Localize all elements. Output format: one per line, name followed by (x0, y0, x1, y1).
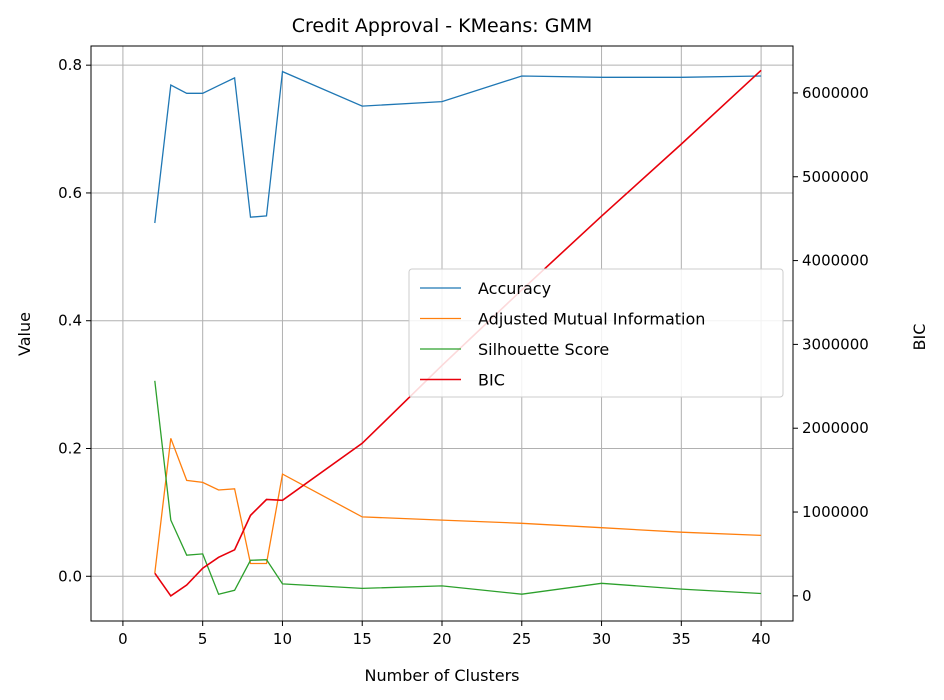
x-tick-label: 20 (432, 630, 451, 648)
y-tick-label: 0.0 (58, 567, 82, 585)
y2-tick-label: 6000000 (802, 84, 869, 102)
y-tick-label: 0.4 (58, 312, 82, 330)
legend-label-accuracy: Accuracy (478, 279, 551, 298)
chart-title: Credit Approval - KMeans: GMM (292, 15, 593, 37)
legend-label-bic: BIC (478, 371, 505, 390)
x-tick-label: 10 (273, 630, 292, 648)
series-adjusted-mutual-information-line (154, 438, 762, 574)
x-tick-label: 15 (353, 630, 372, 648)
series-accuracy-line (154, 70, 762, 224)
x-tick-label: 5 (198, 630, 208, 648)
x-axis-label: Number of Clusters (365, 666, 520, 685)
y-axis-label: Value (15, 312, 34, 356)
y-axis-left: 0.0 0.2 0.4 0.6 0.8 (58, 56, 91, 585)
y2-tick-label: 2000000 (802, 419, 869, 437)
series-bic-line (154, 69, 762, 598)
x-tick-label: 30 (592, 630, 611, 648)
y-axis-right: 0 1000000 2000000 3000000 4000000 5000000 6000… (793, 84, 869, 605)
series-silhouette-score-line (154, 380, 762, 595)
legend-box (408, 268, 784, 398)
legend-label-adjusted-mutual-information: Adjusted Mutual Information (478, 310, 705, 329)
x-tick-label: 25 (512, 630, 531, 648)
y-tick-label: 0.8 (58, 56, 82, 74)
legend: Accuracy Adjusted Mutual Information Silho… (408, 268, 784, 398)
series-lines (154, 69, 762, 598)
y-tick-label: 0.2 (58, 440, 82, 458)
y2-tick-label: 3000000 (802, 335, 869, 353)
y2-tick-label: 1000000 (802, 503, 869, 521)
y2-tick-label: 5000000 (802, 168, 869, 186)
y-tick-label: 0.6 (58, 184, 82, 202)
x-tick-label: 35 (672, 630, 691, 648)
x-tick-label: 40 (752, 630, 771, 648)
y2-tick-label: 0 (802, 587, 812, 605)
x-axis: 0 5 10 15 20 25 30 35 40 (118, 621, 771, 648)
y2-axis-label: BIC (910, 324, 929, 351)
y2-tick-label: 4000000 (802, 252, 869, 270)
x-tick-label: 0 (118, 630, 128, 648)
legend-label-silhouette-score: Silhouette Score (478, 340, 609, 359)
